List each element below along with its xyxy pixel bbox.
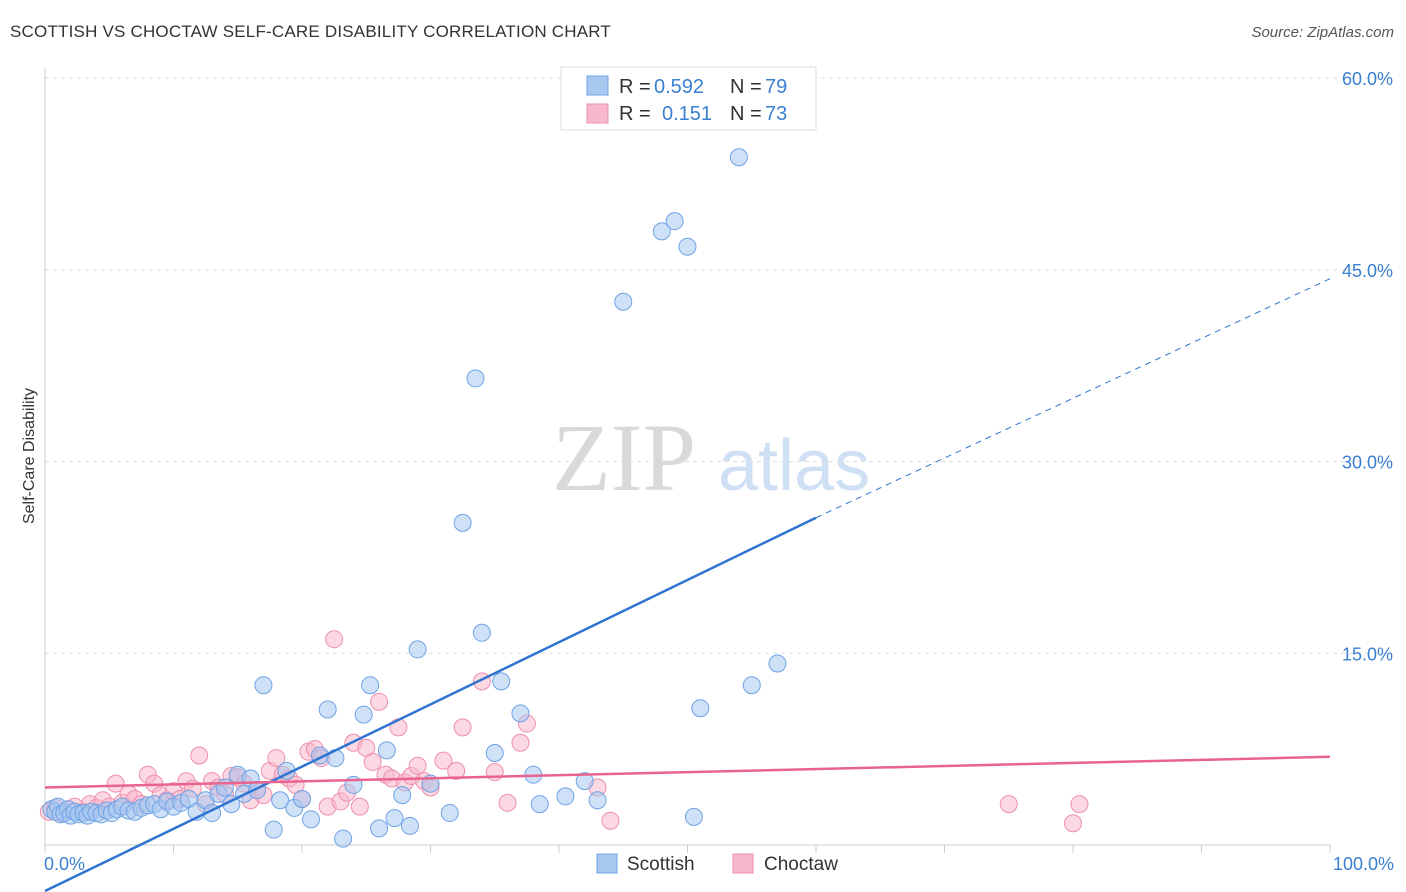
- scottish-point-65: [511, 704, 530, 723]
- scottish-point-56: [400, 816, 419, 835]
- bottom-legend-swatch-scottish: [596, 853, 618, 874]
- scottish-point-44: [301, 810, 320, 829]
- grid-lines: [45, 77, 1392, 654]
- scottish-point-50: [354, 705, 373, 724]
- choctaw-point-35: [267, 749, 286, 768]
- scottish-point-38: [254, 676, 273, 695]
- scottish-point-75: [684, 807, 703, 826]
- choctaw-point-44: [325, 630, 344, 649]
- scottish-point-71: [614, 292, 633, 311]
- scottish-point-63: [485, 743, 504, 762]
- scottish-point-77: [729, 148, 748, 167]
- trend-lines: [44, 278, 1331, 892]
- x-axis-ticks: [44, 845, 1331, 853]
- choctaw-point-72: [1070, 795, 1089, 814]
- legend-swatch-choctaw: [586, 103, 609, 124]
- scottish-trend-extension: [815, 278, 1331, 519]
- scottish-point-72: [652, 222, 671, 241]
- choctaw-point-65: [498, 793, 517, 812]
- scottish-point-53: [377, 741, 396, 760]
- legend-n-value-choctaw: 73: [765, 103, 787, 125]
- scottish-point-48: [334, 829, 353, 848]
- choctaw-point-48: [350, 797, 369, 816]
- choctaw-point-57: [408, 756, 427, 775]
- scottish-point-40: [271, 791, 290, 810]
- choctaw-point-60: [434, 751, 453, 770]
- y-tick-label-2: 45.0%: [1342, 261, 1393, 281]
- legend-r-label-choctaw: R =: [619, 103, 651, 125]
- bottom-legend-swatch-choctaw: [732, 853, 754, 874]
- scottish-point-55: [393, 786, 412, 805]
- legend-r-value-choctaw: 0.151: [662, 103, 712, 125]
- choctaw-point-51: [370, 692, 389, 711]
- scottish-point-54: [385, 809, 404, 828]
- y-tick-label-3: 60.0%: [1342, 69, 1393, 89]
- scottish-point-46: [318, 700, 337, 719]
- y-axis-label: Self-Care Disability: [21, 388, 38, 524]
- scottish-point-59: [440, 804, 459, 823]
- choctaw-point-70: [999, 795, 1018, 814]
- choctaw-point-66: [511, 733, 530, 752]
- legend-n-label-choctaw: N =: [730, 103, 762, 125]
- choctaw-trend-line: [44, 755, 1331, 789]
- scottish-point-52: [370, 819, 389, 838]
- chart-title: SCOTTISH VS CHOCTAW SELF-CARE DISABILITY…: [10, 22, 612, 41]
- scottish-point-69: [575, 772, 594, 791]
- scottish-trend-line: [44, 516, 817, 892]
- scottish-point-39: [264, 820, 283, 839]
- scottish-point-79: [768, 654, 787, 673]
- watermark-atlas: atlas: [718, 426, 870, 506]
- legend-r-label-scottish: R =: [619, 76, 651, 98]
- choctaw-point-61: [447, 761, 466, 780]
- watermark-zip: ZIP: [552, 404, 696, 511]
- choctaw-point-50: [363, 752, 382, 771]
- series-legend: Scottish Choctaw: [596, 853, 838, 875]
- y-tick-label-1: 30.0%: [1342, 453, 1393, 473]
- scottish-point-74: [678, 237, 697, 256]
- source-credit: Source: ZipAtlas.com: [1251, 24, 1394, 41]
- legend-n-value-scottish: 79: [765, 76, 787, 98]
- scottish-point-61: [466, 369, 485, 388]
- scottish-point-73: [665, 212, 684, 231]
- legend-swatch-scottish: [586, 75, 609, 96]
- choctaw-point-71: [1064, 814, 1082, 833]
- scottish-point-78: [742, 676, 761, 695]
- scottish-point-64: [492, 672, 511, 691]
- choctaw-point-62: [453, 718, 472, 737]
- scottish-point-57: [408, 640, 427, 659]
- bottom-legend-label-choctaw: Choctaw: [764, 854, 838, 875]
- scottish-point-70: [588, 791, 607, 810]
- stats-legend: R = 0.592 N = 79 R = 0.151 N = 73: [560, 66, 817, 131]
- y-tick-label-0: 15.0%: [1342, 644, 1393, 664]
- choctaw-point-10: [106, 774, 125, 793]
- scottish-point-62: [472, 623, 491, 642]
- x-tick-label-1: 100.0%: [1333, 854, 1394, 874]
- choctaw-point-23: [190, 746, 209, 765]
- legend-n-label-scottish: N =: [730, 76, 762, 98]
- scottish-point-32: [215, 778, 234, 797]
- legend-r-value-scottish: 0.592: [654, 76, 704, 98]
- scottish-point-43: [293, 789, 311, 808]
- x-tick-label-0: 0.0%: [44, 854, 85, 874]
- bottom-legend-label-scottish: Scottish: [627, 854, 695, 875]
- y-tick-labels: 15.0% 30.0% 45.0% 60.0%: [1342, 69, 1393, 664]
- choctaw-point-69: [601, 811, 620, 830]
- scottish-point-51: [361, 676, 380, 695]
- scottish-point-60: [453, 513, 472, 532]
- scottish-point-76: [691, 699, 710, 718]
- scottish-point-67: [530, 795, 549, 814]
- scottish-point-68: [556, 787, 575, 806]
